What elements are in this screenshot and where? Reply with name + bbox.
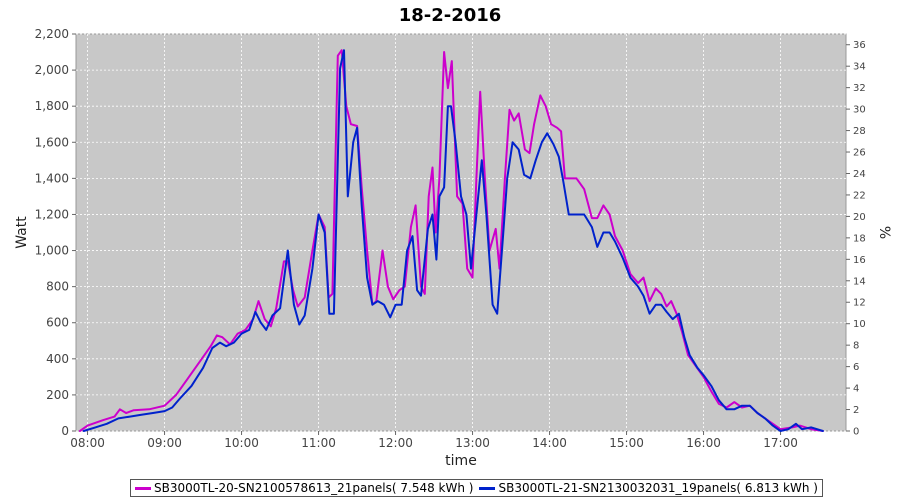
x-tick-label: 14:00	[532, 436, 567, 450]
y-tick-label: 1,800	[35, 99, 69, 113]
series-line-2	[82, 49, 824, 432]
legend-swatch-series-2	[479, 486, 496, 490]
y-tick-label: 400	[46, 352, 69, 366]
legend-swatch-series-1	[135, 486, 151, 490]
y2-tick-label: 32	[853, 83, 866, 94]
y2-tick-label: 10	[853, 319, 866, 330]
y-tick-label: 1,600	[35, 135, 69, 149]
x-tick-label: 16:00	[686, 436, 721, 450]
y2-tick-label: 36	[853, 40, 866, 51]
y-tick-label: 2,200	[35, 27, 69, 41]
series-layer	[78, 49, 824, 432]
y2-tick-label: 18	[853, 233, 866, 244]
x-tick-label: 15:00	[609, 436, 644, 450]
legend-label-series-2: SB3000TL-21-SN2130032031_19panels( 6.813…	[498, 481, 818, 495]
y2-tick-label: 0	[853, 427, 859, 438]
y2-tick-label: 2	[853, 405, 859, 416]
y2-tick-label: 12	[853, 298, 866, 309]
y2-tick-label: 6	[853, 362, 859, 373]
y2-axis-label: %	[876, 226, 892, 239]
x-axis-label: time	[445, 453, 477, 469]
y2-tick-label: 26	[853, 148, 866, 159]
y2-tick-label: 22	[853, 190, 866, 201]
y2-tick-label: 14	[853, 276, 866, 287]
y-tick-label: 2,000	[35, 63, 69, 77]
y2-tick-label: 30	[853, 105, 866, 116]
legend-item-series-1: SB3000TL-20-SN2100578613_21panels( 7.548…	[135, 481, 473, 495]
y-tick-label: 1,200	[35, 207, 69, 221]
y2-tick-label: 4	[853, 384, 859, 395]
y-tick-label: 600	[46, 316, 69, 330]
x-tick-label: 09:00	[147, 436, 182, 450]
x-tick-label: 10:00	[224, 436, 259, 450]
y-tick-label: 1,000	[35, 244, 69, 258]
y2-tick-label: 24	[853, 169, 866, 180]
x-tick-label: 08:00	[70, 436, 105, 450]
y-tick-label: 200	[46, 388, 69, 402]
y-tick-label: 0	[61, 424, 69, 438]
x-tick-label: 17:00	[763, 436, 798, 450]
grid	[76, 33, 846, 432]
plot-area	[75, 33, 847, 432]
y-tick-label: 1,400	[35, 171, 69, 185]
legend-label-series-1: SB3000TL-20-SN2100578613_21panels( 7.548…	[154, 481, 474, 495]
x-tick-label: 11:00	[301, 436, 336, 450]
y-axis-label: Watt	[14, 216, 30, 249]
y2-tick-label: 34	[853, 62, 866, 73]
x-tick-label: 12:00	[378, 436, 413, 450]
x-tick-label: 13:00	[455, 436, 490, 450]
chart-title: 18-2-2016	[399, 5, 502, 26]
y2-tick-label: 16	[853, 255, 866, 266]
axes: 02004006008001,0001,2001,4001,6001,8002,…	[35, 27, 866, 450]
y2-tick-label: 20	[853, 212, 866, 223]
y2-tick-label: 8	[853, 341, 859, 352]
legend: SB3000TL-20-SN2100578613_21panels( 7.548…	[130, 479, 823, 497]
y-tick-label: 800	[46, 280, 69, 294]
y2-tick-label: 28	[853, 126, 866, 137]
legend-item-series-2: SB3000TL-21-SN2130032031_19panels( 6.813…	[479, 481, 818, 495]
